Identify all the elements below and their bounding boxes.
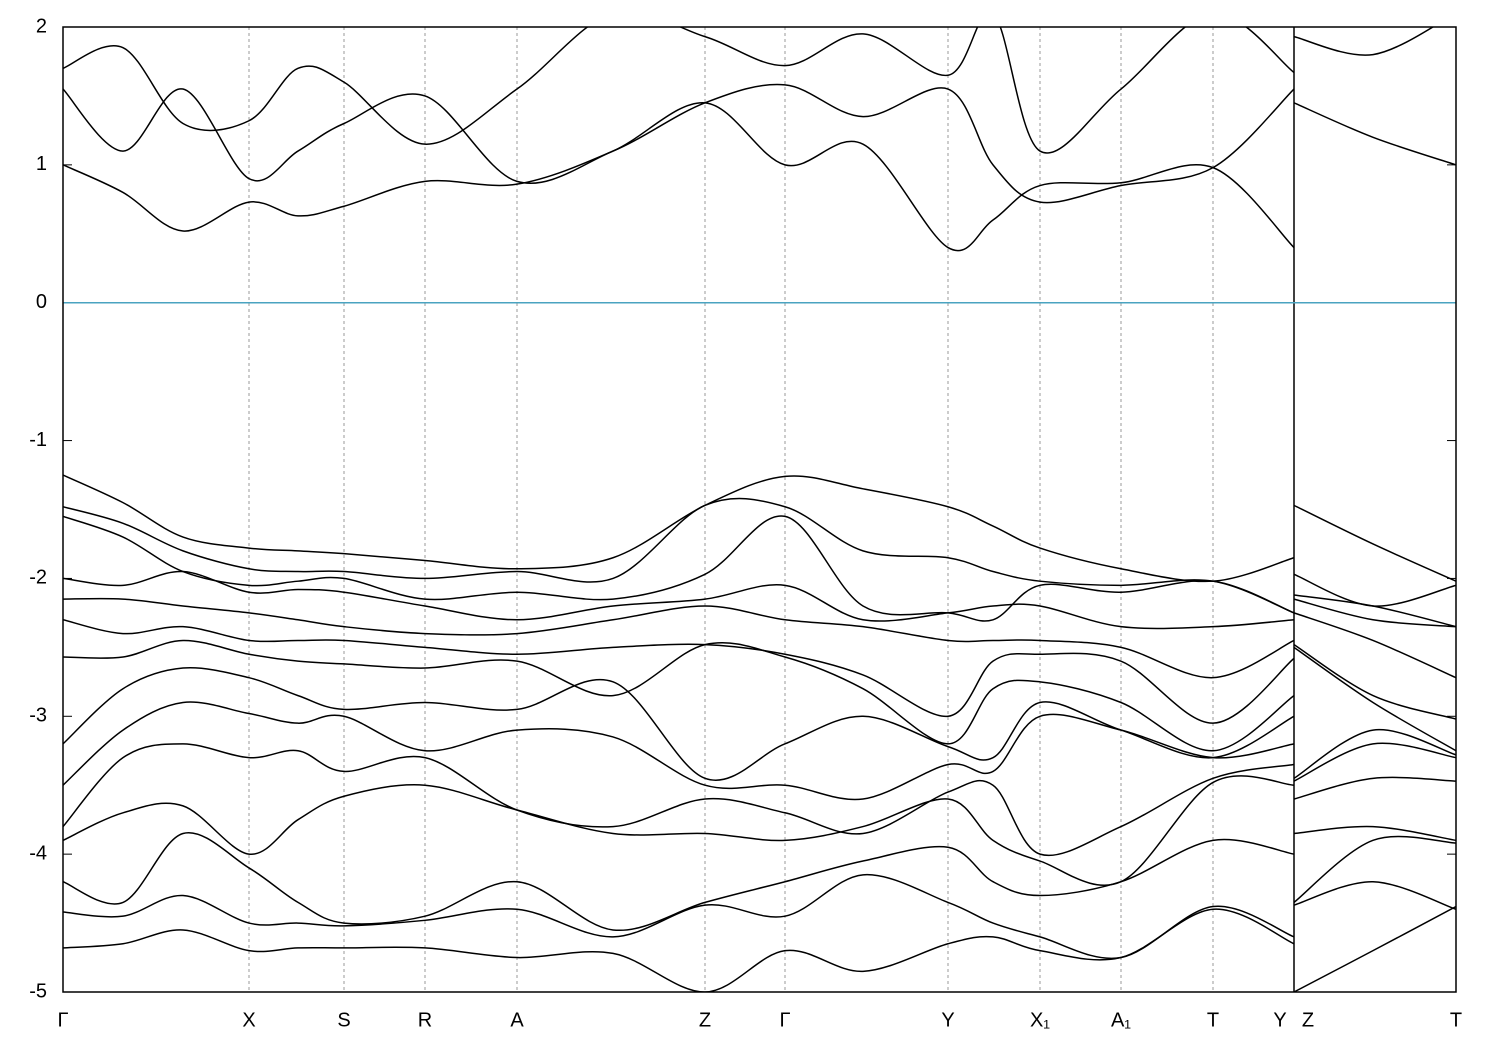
band-line (1293, 646, 1456, 752)
plot-frame (62, 26, 1457, 993)
band-line (63, 701, 1295, 801)
x-tick-label: A (510, 1009, 524, 1031)
x-tick-label: Y (941, 1009, 954, 1031)
x-tick-label: Γ (779, 1009, 790, 1031)
x-tick-label: R (418, 1009, 432, 1031)
x-tick-label: T (1450, 1009, 1462, 1031)
band-line (63, 666, 1295, 781)
band-line (63, 570, 1295, 630)
x-tick-label: Y (1273, 1009, 1286, 1031)
x-tick-label: T (1207, 1009, 1219, 1031)
x-tick-label: Γ (57, 1009, 68, 1031)
band-line (63, 743, 1295, 857)
band-line (1293, 835, 1456, 903)
band-line (63, 775, 1295, 887)
band-line (1293, 102, 1456, 166)
band-line (63, 639, 1295, 752)
band-line (1293, 27, 1435, 56)
y-tick-label: -4 (29, 842, 47, 864)
band-line (63, 619, 1295, 724)
band-line (1293, 612, 1456, 679)
band-line (63, 27, 1295, 154)
band-line (63, 597, 1295, 679)
band-line (1293, 504, 1456, 582)
band-line (63, 474, 1295, 583)
band-line (63, 497, 1295, 614)
band-line (1293, 598, 1456, 628)
bands (63, 27, 1456, 992)
band-line (63, 831, 1295, 932)
band-line (1293, 594, 1456, 628)
y-tick-label: -5 (29, 980, 47, 1002)
y-tick-label: -1 (29, 429, 47, 451)
x-tick-label: S (337, 1009, 350, 1031)
y-tick-label: 2 (36, 15, 47, 37)
band-line (63, 515, 1295, 622)
band-line (63, 83, 1295, 204)
band-line (1293, 573, 1456, 607)
band-line (1293, 742, 1456, 782)
y-tick-label: -2 (29, 567, 47, 589)
x-tick-label: X (242, 1009, 255, 1031)
band-line (63, 908, 1295, 992)
x-tick-label: A₁ (1111, 1009, 1131, 1031)
band-line (63, 102, 1295, 252)
band-line (1293, 880, 1456, 910)
band-line (1293, 905, 1456, 992)
y-tick-label: -3 (29, 705, 47, 727)
band-line (1293, 776, 1456, 800)
x-tick-label: Z (699, 1009, 711, 1031)
band-line (1293, 643, 1456, 720)
band-line (1293, 728, 1456, 779)
band-line (63, 874, 1295, 960)
band-line (1293, 825, 1456, 842)
x-tick-label: Z (1302, 1009, 1314, 1031)
x-tick-label: X₁ (1030, 1009, 1050, 1031)
y-tick-label: 0 (36, 291, 47, 313)
y-tick-label: 1 (36, 153, 47, 175)
